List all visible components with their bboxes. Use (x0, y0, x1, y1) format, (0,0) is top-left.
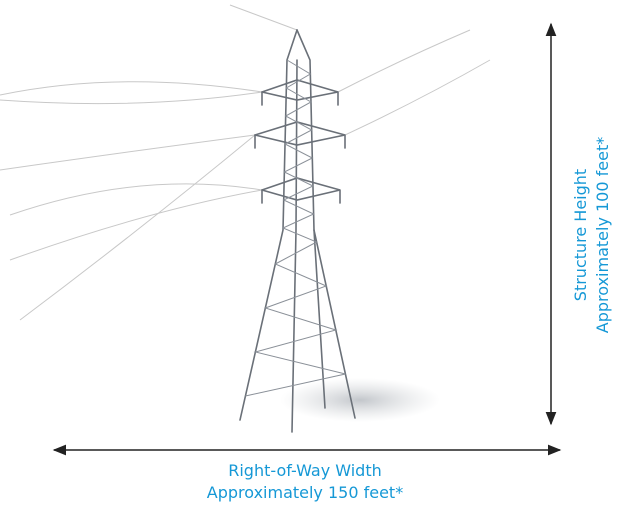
lattice (245, 59, 346, 397)
tower (239, 29, 356, 433)
vertical-label: Structure Height Approximately 100 feet* (571, 137, 612, 333)
label-line: Right-of-Way Width (228, 461, 382, 480)
label-line: Approximately 150 feet* (207, 483, 403, 502)
label-line: Structure Height (571, 169, 590, 301)
label-line: Approximately 100 feet* (593, 137, 612, 333)
wires (0, 4, 491, 321)
shadow (280, 378, 440, 422)
